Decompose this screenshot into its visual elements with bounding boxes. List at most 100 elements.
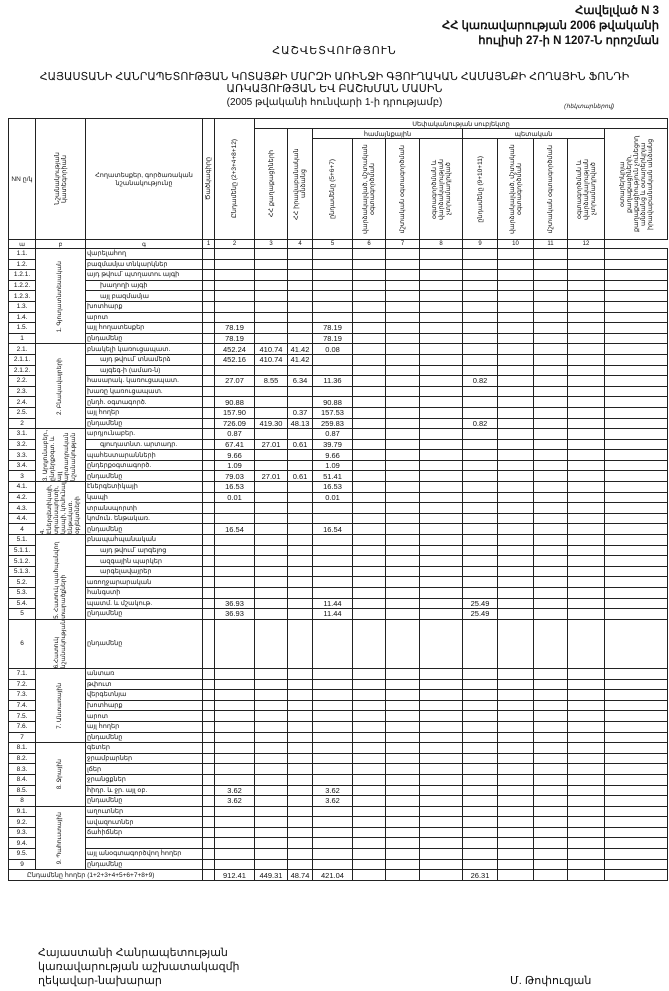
- value-cell-col-9: [497, 332, 534, 345]
- value-cell-col-11: [567, 481, 605, 493]
- value-cell-col-11: [567, 491, 605, 504]
- value-cell-col-3: [287, 742, 313, 754]
- value-cell-col-10: [533, 269, 568, 281]
- value-cell-col-10: [533, 731, 568, 744]
- header-nn: NN ը/կ: [8, 118, 36, 240]
- value-cell-col-3: [287, 689, 313, 701]
- value-cell-col-10: [533, 353, 568, 366]
- row-name: ընդամենը: [85, 618, 203, 669]
- value-cell-col-1: [214, 512, 255, 525]
- value-cell-col-4: [312, 678, 353, 691]
- value-cell-col-1: [214, 248, 255, 260]
- value-cell-col-12: [604, 449, 668, 461]
- value-cell-col-11: [567, 565, 605, 578]
- code-cell: [202, 332, 215, 345]
- table-row: 1.2.1. այդ թվում՝ պտղատու այգի: [8, 269, 668, 281]
- row-code: 9.3.: [8, 826, 36, 839]
- value-cell-col-9: [497, 858, 534, 871]
- index-cell: 12: [567, 239, 605, 249]
- value-cell-col-7: [419, 534, 463, 546]
- row-name: տրանսպորտի: [85, 502, 203, 514]
- row-code: 9.5.: [8, 848, 36, 860]
- value-cell-col-11: [567, 523, 605, 536]
- value-cell-col-4: [312, 502, 353, 514]
- row-name: կապի: [85, 491, 203, 504]
- value-cell-col-7: [419, 731, 463, 744]
- value-cell-col-2: [254, 332, 288, 345]
- value-cell-col-7: [419, 322, 463, 334]
- value-cell-col-10: [533, 763, 568, 775]
- value-cell-col-6: [385, 795, 420, 807]
- row-name: պատմ. և մշակութ.: [85, 597, 203, 610]
- value-cell-col-2: [254, 784, 288, 797]
- code-cell: [202, 826, 215, 839]
- row-name: այլ բազմամյա: [85, 290, 203, 302]
- value-cell-col-10: [533, 773, 568, 786]
- value-cell-col-8: [462, 587, 498, 599]
- value-cell-col-11: [567, 837, 605, 850]
- value-cell-col-4: [312, 699, 353, 712]
- value-cell-col-12: [604, 576, 668, 588]
- code-cell: [202, 481, 215, 493]
- value-cell-col-1: [214, 555, 255, 567]
- value-cell-col-2: 27.01: [254, 438, 288, 451]
- value-cell-col-4: [312, 248, 353, 260]
- row-name: այդ թվում՝ արգելոց: [85, 544, 203, 557]
- table-row: 7.4. խոտհարք: [8, 699, 668, 712]
- value-cell-col-4: [312, 763, 353, 775]
- value-cell-col-12: [604, 731, 668, 744]
- table-row: 8.5. հիդր. և ջր. այլ օբ. 3.62 3.62: [8, 784, 668, 797]
- value-cell-col-6: [385, 449, 420, 461]
- value-cell-col-12: [604, 763, 668, 775]
- value-cell-col-12: [604, 555, 668, 567]
- value-cell-col-5: [352, 742, 386, 754]
- value-cell-col-3: [287, 311, 313, 324]
- value-cell-col-7: [419, 343, 463, 355]
- value-cell-col-7: [419, 248, 463, 260]
- subtitle-line-2: ԱՌԿԱՅՈՒԹՅԱՆ ԵՎ ԲԱՇԽՄԱՆ ՄԱՍԻՆ: [226, 83, 443, 95]
- value-cell-col-4: [312, 618, 353, 669]
- value-cell-col-11: [567, 555, 605, 567]
- value-cell-col-9: [497, 597, 534, 610]
- value-cell-col-5: [352, 311, 386, 324]
- category-cell: 5. Հատուկ պահպանվող տարածքների: [35, 534, 86, 620]
- value-cell-col-2: [254, 322, 288, 334]
- value-cell-col-1: 157.90: [214, 406, 255, 419]
- value-cell-col-12: [604, 742, 668, 754]
- value-cell-col-11: [567, 258, 605, 271]
- value-cell-col-8: [462, 710, 498, 722]
- value-cell-col-5: [352, 300, 386, 313]
- value-cell-col-12: [604, 396, 668, 408]
- code-cell: [202, 322, 215, 334]
- value-cell-col-8: [462, 816, 498, 828]
- value-cell-col-3: [287, 805, 313, 818]
- value-cell-col-7: [419, 502, 463, 514]
- value-cell-col-9: [497, 523, 534, 536]
- value-cell-col-9: [497, 364, 534, 377]
- table-row: 1 ընդամենը 78.19 78.19: [8, 332, 668, 345]
- value-cell-col-10: [533, 396, 568, 408]
- value-cell-col-7: [419, 481, 463, 493]
- value-cell-col-6: [385, 837, 420, 850]
- row-code: 3: [8, 470, 36, 483]
- value-cell-col-11: [567, 689, 605, 701]
- subtitle-line-1: ՀԱՅԱՍՏԱՆԻ ՀԱՆՐԱՊԵՏՈՒԹՅԱՆ ԿՈՏԱՅՔԻ ՄԱՐԶԻ Ա…: [39, 71, 630, 83]
- value-cell-col-11: [567, 618, 605, 669]
- value-cell-col-4: 157.53: [312, 406, 353, 419]
- value-cell-col-4: 78.19: [312, 332, 353, 345]
- value-cell-col-2: [254, 816, 288, 828]
- value-cell-col-6: [385, 689, 420, 701]
- row-code: 1.2.: [8, 258, 36, 271]
- value-cell-col-10: [533, 248, 568, 260]
- value-cell-col-3: [287, 534, 313, 546]
- value-cell-col-2: [254, 826, 288, 839]
- value-cell-col-8: [462, 805, 498, 818]
- value-cell-col-6: [385, 858, 420, 871]
- row-name: խաղողի այգի: [85, 279, 203, 292]
- value-cell-col-2: [254, 597, 288, 610]
- value-cell-col-1: 79.03: [214, 470, 255, 483]
- header-total: Ընդամենը (2+3+4+8+12): [214, 118, 255, 240]
- value-cell-col-9: [497, 668, 534, 680]
- row-code: 3.4.: [8, 459, 36, 472]
- land-fund-table: NN ը/կ Նշանակության կատեգորիան Հողատեսքե…: [8, 118, 668, 881]
